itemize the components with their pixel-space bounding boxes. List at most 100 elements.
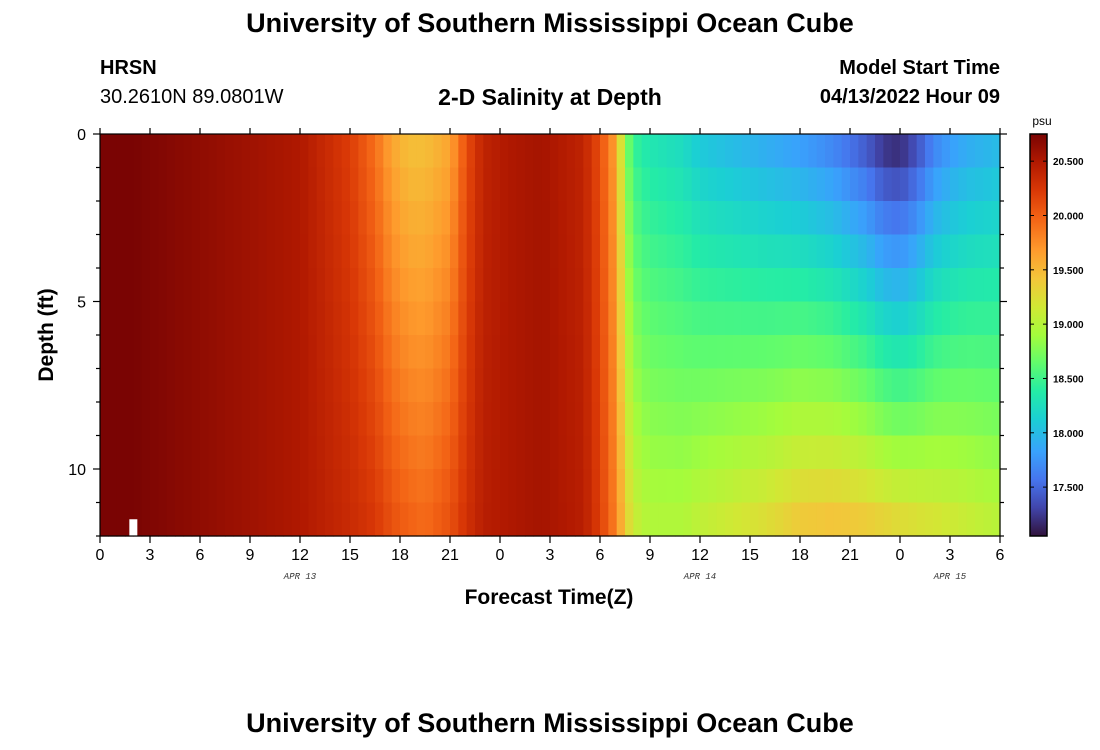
heatmap-cell [650, 368, 659, 403]
heatmap-cell [733, 368, 743, 403]
heatmap-cell [875, 335, 884, 370]
heatmap-cell [758, 469, 768, 504]
heatmap-cell [325, 201, 334, 236]
heatmap-cell [733, 234, 743, 269]
heatmap-cell [941, 134, 951, 169]
heatmap-cell [900, 201, 909, 236]
heatmap-cell [200, 469, 209, 504]
heatmap-cell [100, 167, 109, 202]
heatmap-cell [575, 134, 584, 169]
y-tick-labels: 0 5 10 [68, 127, 86, 479]
heatmap-cell [858, 234, 868, 269]
heatmap-cell [775, 469, 784, 504]
heatmap-cell [558, 301, 568, 336]
heatmap-cell [475, 167, 484, 202]
heatmap-cell [600, 301, 609, 336]
heatmap-cell [775, 301, 784, 336]
heatmap-cell [933, 435, 943, 470]
heatmap-cell [466, 335, 476, 370]
heatmap-cell [891, 368, 901, 403]
heatmap-cell [875, 167, 884, 202]
heatmap-cell [608, 201, 618, 236]
heatmap-cell [383, 167, 393, 202]
heatmap-cell [591, 502, 601, 537]
heatmap-cell [625, 435, 634, 470]
heatmap-cell [166, 368, 176, 403]
heatmap-cell [683, 167, 693, 202]
heatmap-cell [816, 134, 826, 169]
heatmap-cell [291, 402, 301, 437]
heatmap-cell [608, 167, 618, 202]
heatmap-cell [233, 435, 243, 470]
heatmap-cell [350, 268, 359, 303]
heatmap-cell [783, 167, 793, 202]
heatmap-cell [900, 335, 909, 370]
heatmap-cell [833, 469, 843, 504]
heatmap-cell [766, 368, 776, 403]
heatmap-cell [800, 469, 809, 504]
heatmap-cell [441, 368, 451, 403]
heatmap-cell [266, 402, 276, 437]
x-tick-label: 18 [791, 547, 809, 564]
heatmap-cell [691, 167, 701, 202]
heatmap-cell [458, 234, 468, 269]
heatmap-cell [366, 201, 376, 236]
heatmap-cell [500, 469, 509, 504]
heatmap-cell [200, 335, 209, 370]
heatmap-cell [800, 234, 809, 269]
x-tick-label: 21 [441, 547, 459, 564]
heatmap-cell [358, 301, 368, 336]
heatmap-cell [825, 234, 834, 269]
heatmap-cell [650, 402, 659, 437]
heatmap-cell [166, 402, 176, 437]
heatmap-cell [475, 301, 484, 336]
heatmap-cell [733, 301, 743, 336]
heatmap-cell [108, 402, 118, 437]
heatmap-cell [758, 167, 768, 202]
heatmap-cell [300, 368, 309, 403]
heatmap-cell [175, 167, 184, 202]
heatmap-cell [475, 435, 484, 470]
heatmap-cell [616, 368, 626, 403]
heatmap-cell [691, 435, 701, 470]
heatmap-cell [141, 368, 151, 403]
heatmap-cell [975, 234, 984, 269]
heatmap-cell [200, 167, 209, 202]
heatmap-cell [950, 134, 959, 169]
heatmap-cell [750, 435, 759, 470]
heatmap-cell [791, 435, 801, 470]
x-tick-labels: 0 3 6 9 12 15 18 21 0 3 6 9 12 15 18 21 0 3 6 [96, 547, 1005, 564]
heatmap-cell [250, 134, 259, 169]
heatmap-cell [716, 502, 726, 537]
heatmap-cell [300, 234, 309, 269]
heatmap-cell [875, 268, 884, 303]
heatmap-cell [791, 268, 801, 303]
heatmap-cell [208, 301, 218, 336]
heatmap-cell [141, 201, 151, 236]
heatmap-cell [641, 368, 651, 403]
heatmap-cell [208, 268, 218, 303]
heatmap-cell [150, 301, 159, 336]
heatmap-cell [200, 435, 209, 470]
heatmap-cell [550, 201, 559, 236]
heatmap-cell [191, 368, 201, 403]
heatmap-cell [691, 201, 701, 236]
heatmap-cell [266, 234, 276, 269]
heatmap-cell [433, 502, 443, 537]
heatmap-cell [925, 201, 934, 236]
heatmap-cell [191, 435, 201, 470]
heatmap-cell [225, 134, 234, 169]
heatmap-cell [375, 167, 384, 202]
heatmap-cell [183, 268, 193, 303]
heatmap-cell [841, 368, 851, 403]
heatmap-cell [791, 402, 801, 437]
heatmap-cell [733, 469, 743, 504]
heatmap-cell [741, 335, 751, 370]
heatmap-cell [116, 368, 126, 403]
heatmap-cell [616, 167, 626, 202]
heatmap-cell [358, 134, 368, 169]
x-axis-title: Forecast Time(Z) [465, 586, 634, 609]
heatmap-cell [958, 134, 968, 169]
heatmap-cell [516, 201, 526, 236]
heatmap-cell [908, 402, 918, 437]
